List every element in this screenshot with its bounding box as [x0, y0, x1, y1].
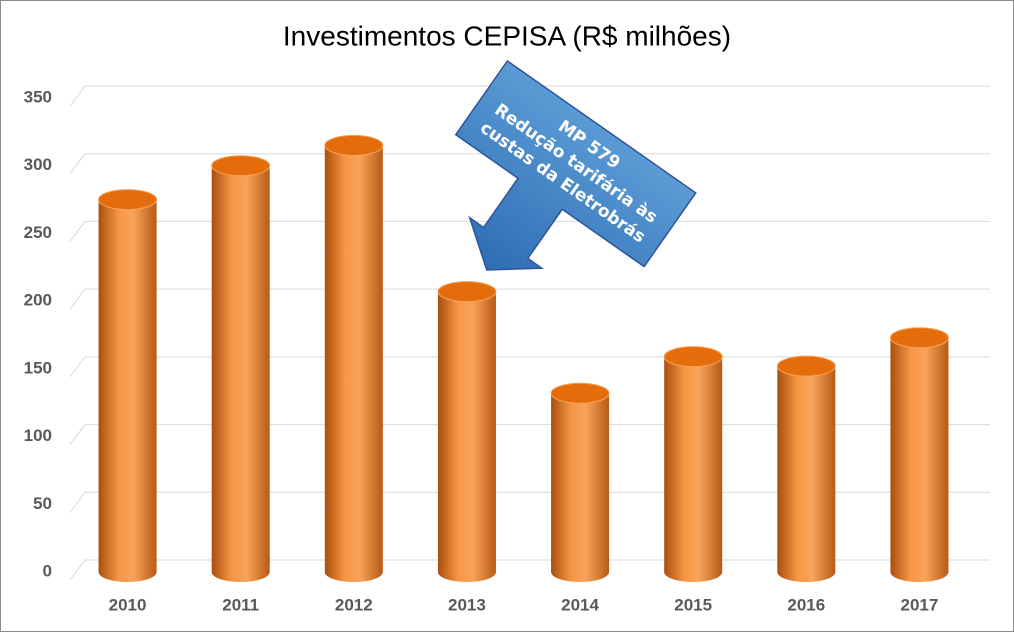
- x-tick-label: 2013: [448, 595, 486, 614]
- y-tick-label: 50: [33, 494, 52, 513]
- y-tick-label: 0: [43, 561, 52, 580]
- y-tick-label: 100: [24, 426, 52, 445]
- bar: [663, 346, 723, 582]
- bar-top: [776, 355, 836, 377]
- bar: [437, 281, 497, 582]
- bar: [889, 327, 949, 582]
- y-tick-label: 200: [24, 291, 52, 310]
- bar: [550, 382, 610, 582]
- y-tick-label: 150: [24, 358, 52, 377]
- bar-body: [664, 356, 723, 582]
- y-tick-label: 250: [24, 223, 52, 242]
- bar-top: [550, 382, 610, 404]
- bar-body: [324, 145, 383, 582]
- y-tick-label: 350: [24, 87, 52, 106]
- x-tick-label: 2011: [222, 595, 259, 614]
- grid-line: [69, 288, 990, 310]
- x-tick-label: 2012: [335, 595, 373, 614]
- bar-body: [890, 337, 949, 582]
- bar-top: [437, 281, 497, 303]
- bar-body: [777, 366, 836, 582]
- x-tick-label: 2014: [561, 595, 599, 614]
- bar-body: [211, 165, 270, 582]
- bar-top: [324, 134, 384, 156]
- x-tick-label: 2016: [787, 595, 825, 614]
- x-tick-label: 2015: [674, 595, 712, 614]
- callout-arrow: [454, 59, 697, 271]
- bar-top: [663, 346, 723, 368]
- bar: [98, 189, 158, 583]
- bar-body: [437, 291, 496, 582]
- bar: [324, 134, 384, 582]
- bar: [776, 355, 836, 582]
- bar: [211, 155, 271, 582]
- chart-title: Investimentos CEPISA (R$ milhões): [283, 20, 731, 51]
- x-tick-label: 2017: [901, 595, 939, 614]
- grid-line: [69, 153, 990, 175]
- bar-body: [551, 393, 610, 582]
- bar-top: [889, 327, 949, 349]
- y-tick-label: 300: [24, 155, 52, 174]
- x-tick-label: 2010: [109, 595, 147, 614]
- plot-area: 0 50 100 150 200 250 300 350 2010 2011 2012 2013 201…: [24, 85, 990, 614]
- bar-body: [98, 199, 157, 583]
- grid-line: [69, 220, 990, 242]
- grid-line: [69, 85, 990, 107]
- bar-top: [211, 155, 271, 177]
- bar-top: [98, 189, 158, 211]
